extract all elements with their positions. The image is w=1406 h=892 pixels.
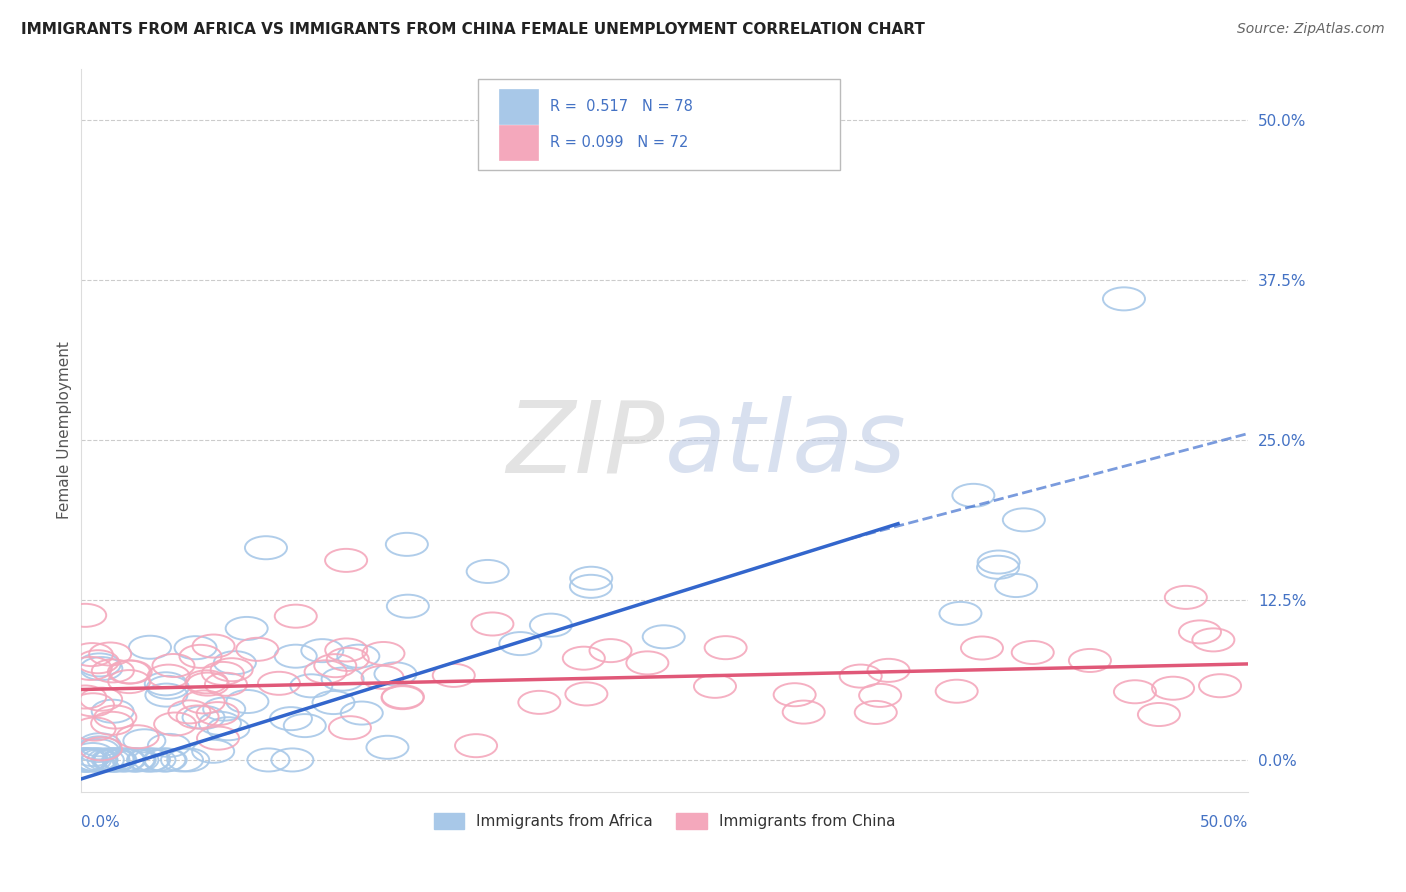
FancyBboxPatch shape <box>478 79 839 169</box>
FancyBboxPatch shape <box>499 89 538 124</box>
Legend: Immigrants from Africa, Immigrants from China: Immigrants from Africa, Immigrants from … <box>427 806 901 835</box>
Text: R =  0.517   N = 78: R = 0.517 N = 78 <box>550 99 693 113</box>
Text: 0.0%: 0.0% <box>80 815 120 830</box>
Y-axis label: Female Unemployment: Female Unemployment <box>58 342 72 519</box>
Text: ZIP: ZIP <box>506 396 665 493</box>
Text: atlas: atlas <box>665 396 905 493</box>
Text: R = 0.099   N = 72: R = 0.099 N = 72 <box>550 135 689 150</box>
Text: Source: ZipAtlas.com: Source: ZipAtlas.com <box>1237 22 1385 37</box>
FancyBboxPatch shape <box>499 125 538 161</box>
Text: IMMIGRANTS FROM AFRICA VS IMMIGRANTS FROM CHINA FEMALE UNEMPLOYMENT CORRELATION : IMMIGRANTS FROM AFRICA VS IMMIGRANTS FRO… <box>21 22 925 37</box>
Text: 50.0%: 50.0% <box>1201 815 1249 830</box>
